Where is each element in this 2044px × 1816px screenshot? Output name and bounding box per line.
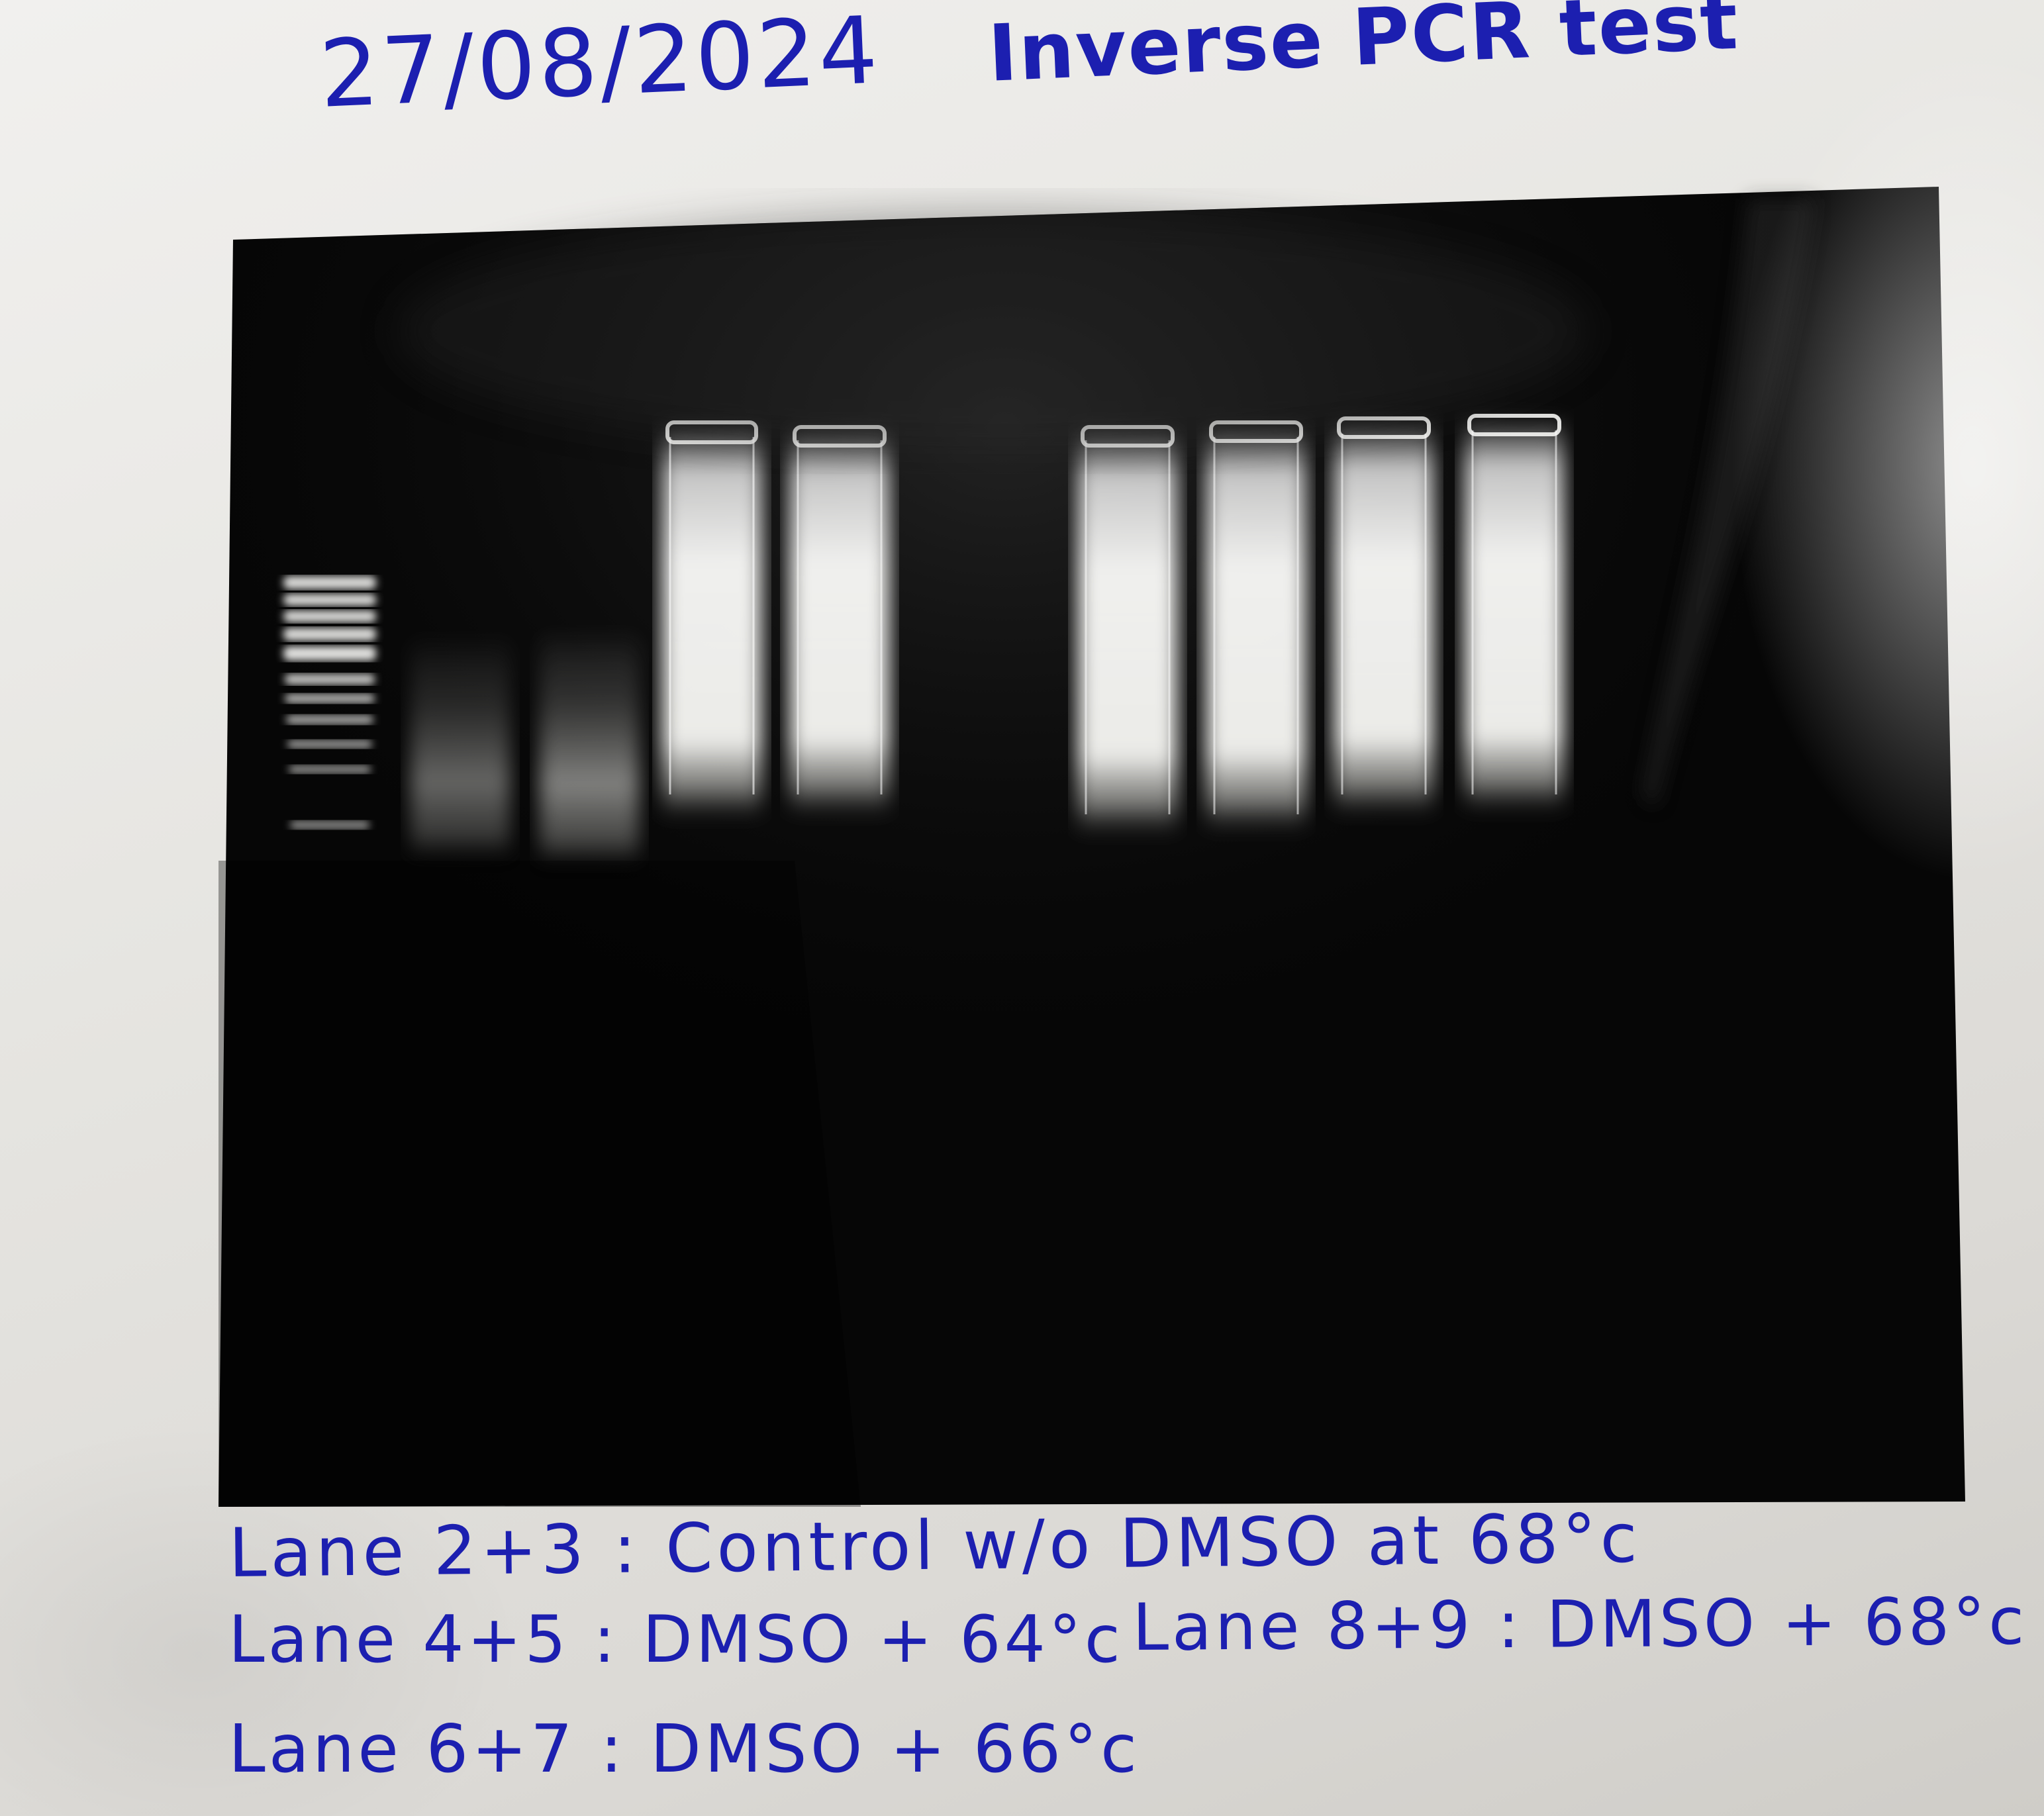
note-lane-6-7: Lane 6+7 : DMSO + 66°c — [228, 1710, 1141, 1788]
note-lane-4-5: Lane 4+5 : DMSO + 64°c — [228, 1602, 1124, 1678]
date-label: 27/08/2024 — [317, 0, 883, 129]
note-lane-8-9: Lane 8+9 : DMSO + 68°c — [1132, 1584, 2028, 1666]
note-lane-2-3: Lane 2+3 : Control w/o DMSO at 68°c — [228, 1499, 1642, 1593]
